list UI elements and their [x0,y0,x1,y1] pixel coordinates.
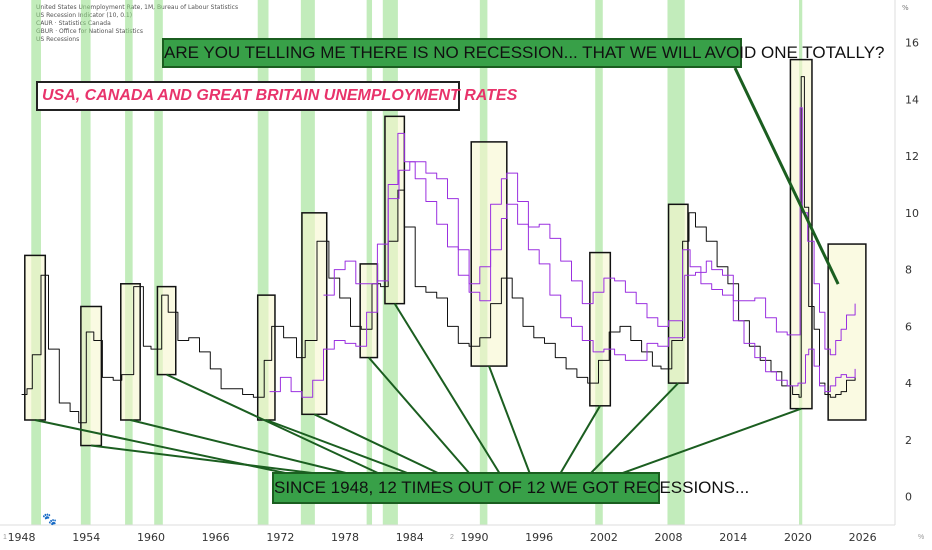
bottom-pointer-7 [393,303,501,475]
x-tick-2008: 2008 [655,531,683,544]
y-tick-16: 16 [905,37,919,50]
bottom-callout: SINCE 1948, 12 TIMES OUT OF 12 WE GOT RE… [272,472,749,504]
recession-band-2 [125,0,133,525]
series-line-canada [323,107,856,356]
x-tick-1984: 1984 [396,531,424,544]
x-tick-1996: 1996 [525,531,553,544]
recession-band-6 [366,0,373,525]
x-tick-1990: 1990 [460,531,488,544]
recession-band-3 [154,0,163,525]
bottom-pointer-6 [368,356,471,475]
bottom-pointer-11 [619,407,802,475]
corner-mark-left: 1 [3,534,7,541]
highlight-box-9 [589,251,612,407]
bottom-pointer-1 [90,444,321,475]
bottom-pointer-9 [559,405,601,475]
series-line-usa [21,76,856,424]
corner-mark-mid: 2 [450,534,454,541]
highlight-box-4 [256,294,276,421]
x-tick-1954: 1954 [72,531,100,544]
top-pointer [733,67,840,285]
highlight-box-3 [156,285,177,376]
recession-band-4 [257,0,269,525]
highlight-box-6 [359,263,379,359]
highlight-box-12 [827,243,867,421]
bottom-pointer-4 [265,419,411,475]
legend-line-canada: CAUR · Statistics Canada [36,20,111,27]
x-tick-2026: 2026 [849,531,877,544]
highlight-box-5 [301,212,328,416]
x-tick-1978: 1978 [331,531,359,544]
y-tick-12: 12 [905,150,919,163]
y-tick-0: 0 [905,491,912,504]
x-tick-1972: 1972 [266,531,294,544]
x-tick-2014: 2014 [719,531,747,544]
y-tick-4: 4 [905,377,912,390]
x-tick-1960: 1960 [137,531,165,544]
bottom-pointer-10 [589,382,679,475]
highlight-box-1 [80,305,103,447]
x-tick-2020: 2020 [784,531,812,544]
chart-title-annotation: USA, CANADA AND GREAT BRITAIN UNEMPLOYME… [36,81,517,111]
y-tick-2: 2 [905,434,912,447]
tradingview-logo-icon[interactable]: 🐾 [42,512,57,526]
highlight-box-8 [470,141,508,367]
bottom-pointer-3 [166,373,381,475]
y-tick-10: 10 [905,207,919,220]
x-tick-1966: 1966 [202,531,230,544]
series-line-gb [269,161,856,398]
x-tick-1948: 1948 [8,531,36,544]
recession-band-1 [80,0,91,525]
bottom-pointer-2 [130,419,351,475]
highlight-box-2 [120,283,141,421]
bottom-pointer-5 [313,413,441,475]
y-tick-8: 8 [905,264,912,277]
corner-mark-right: % [918,534,925,541]
y-tick-6: 6 [905,320,912,333]
x-tick-2002: 2002 [590,531,618,544]
bottom-pointer-8 [488,365,531,475]
legend-line-us-recessions: US Recessions [36,36,80,43]
units-label: % [902,4,909,12]
highlight-box-0 [24,254,47,421]
top-callout: ARE YOU TELLING ME THERE IS NO RECESSION… [162,38,884,68]
legend-line-usa: United States Unemployment Rate, 1M, Bur… [36,4,239,11]
y-tick-14: 14 [905,93,919,106]
